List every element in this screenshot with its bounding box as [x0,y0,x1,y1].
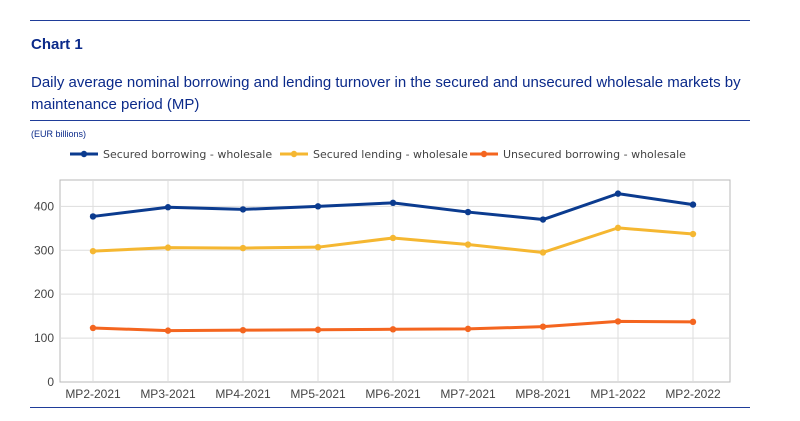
x-tick-label: MP4-2021 [215,387,271,401]
x-tick-label: MP6-2021 [365,387,421,401]
title-rule [30,120,750,121]
data-point [164,244,172,251]
data-point [389,199,397,207]
data-point [164,327,172,334]
data-point [314,243,322,251]
x-tick-label: MP2-2021 [65,387,121,401]
plot-frame [59,179,731,383]
x-tick-label: MP2-2022 [665,387,721,401]
data-point [239,206,247,213]
legend-swatch-marker [290,150,298,158]
data-point [689,201,697,208]
data-point [314,326,322,333]
y-axis: 0 100 200 300 400 [34,199,54,389]
data-point [614,318,622,325]
data-point [539,249,547,256]
data-point [689,318,697,326]
x-axis: MP2-2021 MP3-2021 MP4-2021 MP5-2021 MP6-2021… [65,387,721,401]
units-label: (EUR billions) [31,129,87,139]
y-tick-label: 100 [34,331,54,345]
top-rule [30,20,750,21]
data-point [239,326,247,334]
grid [59,179,731,383]
data-point [614,224,622,232]
data-point [464,325,472,333]
data-point [389,234,397,242]
data-point [314,203,322,210]
chart-label: Chart 1 [31,36,83,53]
data-point [89,247,97,255]
legend-entry-label: Unsecured borrowing - wholesale [503,148,686,161]
x-tick-label: MP3-2021 [140,387,196,401]
x-tick-label: MP5-2021 [290,387,346,401]
data-point [239,244,247,252]
y-tick-label: 400 [34,199,54,213]
legend: Secured borrowing - wholesale Secured len… [70,148,686,161]
data-point [89,324,97,332]
legend-entry-label: Secured lending - wholesale [313,148,468,161]
data-point [689,230,697,238]
y-tick-label: 0 [47,375,54,389]
data-point [89,213,97,220]
data-point [464,208,472,216]
x-tick-label: MP8-2021 [515,387,571,401]
y-tick-label: 300 [34,243,54,257]
data-point [539,216,547,223]
data-point [389,326,397,333]
data-point [539,323,547,330]
y-tick-label: 200 [34,287,54,301]
data-point [164,204,172,211]
series-group [89,190,697,334]
legend-swatch-marker [80,150,88,158]
legend-entry-label: Secured borrowing - wholesale [103,148,272,161]
data-point [464,241,472,248]
chart-title: Daily average nominal borrowing and lend… [31,74,741,113]
x-tick-label: MP1-2022 [590,387,646,401]
x-tick-label: MP7-2021 [440,387,496,401]
data-point [614,190,622,197]
legend-swatch-marker [480,150,488,158]
bottom-rule [30,407,750,408]
